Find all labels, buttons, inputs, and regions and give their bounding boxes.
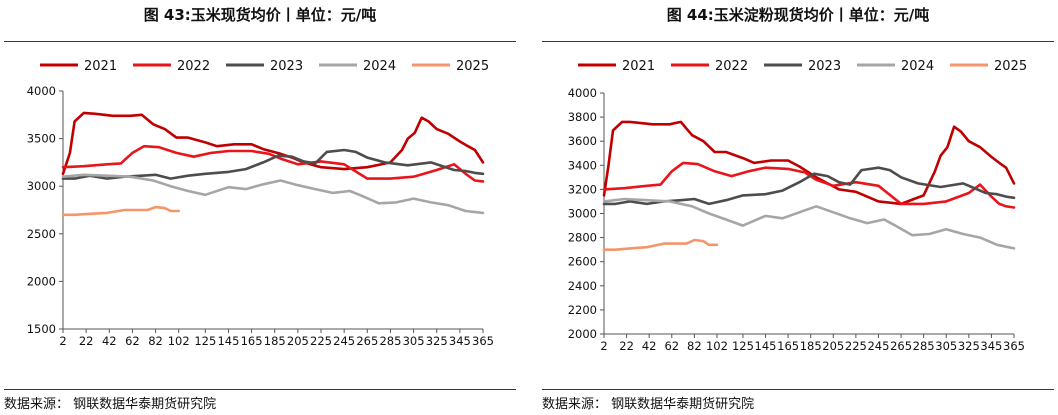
y-tick-label: 2200 <box>568 303 597 317</box>
legend-label-2021: 2021 <box>84 59 117 74</box>
series-line-2022 <box>61 144 485 183</box>
x-tick-label: 2 <box>59 334 66 348</box>
x-tick-label: 145 <box>755 339 777 353</box>
source-divider <box>542 389 1054 390</box>
x-tick-label: 265 <box>890 339 912 353</box>
y-tick-label: 1500 <box>27 322 56 336</box>
x-tick-label: 345 <box>980 339 1002 353</box>
y-tick-label: 4000 <box>27 84 56 98</box>
y-tick-label: 2000 <box>27 274 56 288</box>
x-tick-label: 205 <box>287 334 309 348</box>
legend-label-2025: 2025 <box>456 59 489 74</box>
x-tick-label: 42 <box>642 339 657 353</box>
line-chart: 2021 2022 2023 2024 2025 1500 2000 2500 3000 3500… <box>27 59 494 348</box>
y-tick-label: 3500 <box>27 132 56 146</box>
x-tick-label: 125 <box>732 339 754 353</box>
series-line-2024 <box>61 173 485 215</box>
y-tick-label: 2500 <box>27 227 56 241</box>
legend-label-2025: 2025 <box>994 59 1027 74</box>
x-tick-label: 2 <box>600 339 607 353</box>
y-tick-label: 3200 <box>568 182 597 196</box>
x-tick-label: 325 <box>958 339 980 353</box>
series-line-2021 <box>61 111 485 176</box>
x-tick-label: 305 <box>935 339 957 353</box>
y-tick-label: 3600 <box>568 134 597 148</box>
x-tick-label: 205 <box>822 339 844 353</box>
legend-label-2023: 2023 <box>270 59 303 74</box>
x-tick-label: 102 <box>706 339 728 353</box>
x-tick-label: 22 <box>619 339 634 353</box>
title-divider <box>542 41 1054 42</box>
y-tick-label: 4000 <box>568 86 597 100</box>
series-line-2025 <box>61 205 180 217</box>
legend-label-2023: 2023 <box>808 59 841 74</box>
x-tick-label: 185 <box>800 339 822 353</box>
line-chart: 2021 2022 2023 2024 2025 2000 2200 2400 2600 2800… <box>568 59 1027 353</box>
x-tick-label: 145 <box>217 334 239 348</box>
data-source: 数据来源： 钢联数据华泰期货研究院 <box>542 397 755 412</box>
x-tick-label: 62 <box>125 334 140 348</box>
x-tick-label: 225 <box>310 334 332 348</box>
chart-title: 图 44:玉米淀粉现货均价丨单位：元/吨 <box>666 6 930 24</box>
series-line-2024 <box>602 197 1016 250</box>
series-line-2021 <box>602 120 1016 206</box>
y-tick-label: 2600 <box>568 255 597 269</box>
chart-panel-corn-price: 图 43:玉米现货均价丨单位：元/吨 2021 2022 2023 2024 2025 1… <box>0 0 520 415</box>
x-tick-label: 185 <box>264 334 286 348</box>
title-divider <box>4 41 516 42</box>
series-line-2025 <box>602 238 719 251</box>
x-tick-label: 365 <box>1003 339 1025 353</box>
x-tick-label: 365 <box>472 334 494 348</box>
data-source: 数据来源： 钢联数据华泰期货研究院 <box>4 397 217 412</box>
y-tick-label: 2400 <box>568 279 597 293</box>
legend-label-2024: 2024 <box>901 59 934 74</box>
x-tick-label: 345 <box>449 334 471 348</box>
x-tick-label: 305 <box>403 334 425 348</box>
x-tick-label: 82 <box>687 339 702 353</box>
x-tick-label: 165 <box>777 339 799 353</box>
chart-panel-starch-price: 图 44:玉米淀粉现货均价丨单位：元/吨 2021 2022 2023 2024 202… <box>538 0 1058 415</box>
y-tick-label: 3400 <box>568 158 597 172</box>
legend-label-2022: 2022 <box>177 59 210 74</box>
legend-label-2021: 2021 <box>622 59 655 74</box>
y-tick-label: 2800 <box>568 231 597 245</box>
x-tick-label: 265 <box>356 334 378 348</box>
x-tick-label: 285 <box>913 339 935 353</box>
y-tick-label: 3000 <box>568 207 597 221</box>
y-tick-label: 2000 <box>568 327 597 341</box>
x-tick-label: 225 <box>845 339 867 353</box>
x-tick-label: 42 <box>102 334 117 348</box>
legend-label-2024: 2024 <box>363 59 396 74</box>
legend-label-2022: 2022 <box>715 59 748 74</box>
x-tick-label: 62 <box>664 339 679 353</box>
x-tick-label: 22 <box>79 334 94 348</box>
x-tick-label: 285 <box>379 334 401 348</box>
x-tick-label: 245 <box>333 334 355 348</box>
y-tick-label: 3800 <box>568 110 597 124</box>
x-tick-label: 165 <box>241 334 263 348</box>
source-divider <box>4 389 516 390</box>
chart-title: 图 43:玉米现货均价丨单位：元/吨 <box>143 6 377 24</box>
x-tick-label: 82 <box>148 334 163 348</box>
y-tick-label: 3000 <box>27 179 56 193</box>
x-tick-label: 125 <box>194 334 216 348</box>
x-tick-label: 325 <box>426 334 448 348</box>
x-tick-label: 102 <box>168 334 190 348</box>
x-tick-label: 245 <box>867 339 889 353</box>
